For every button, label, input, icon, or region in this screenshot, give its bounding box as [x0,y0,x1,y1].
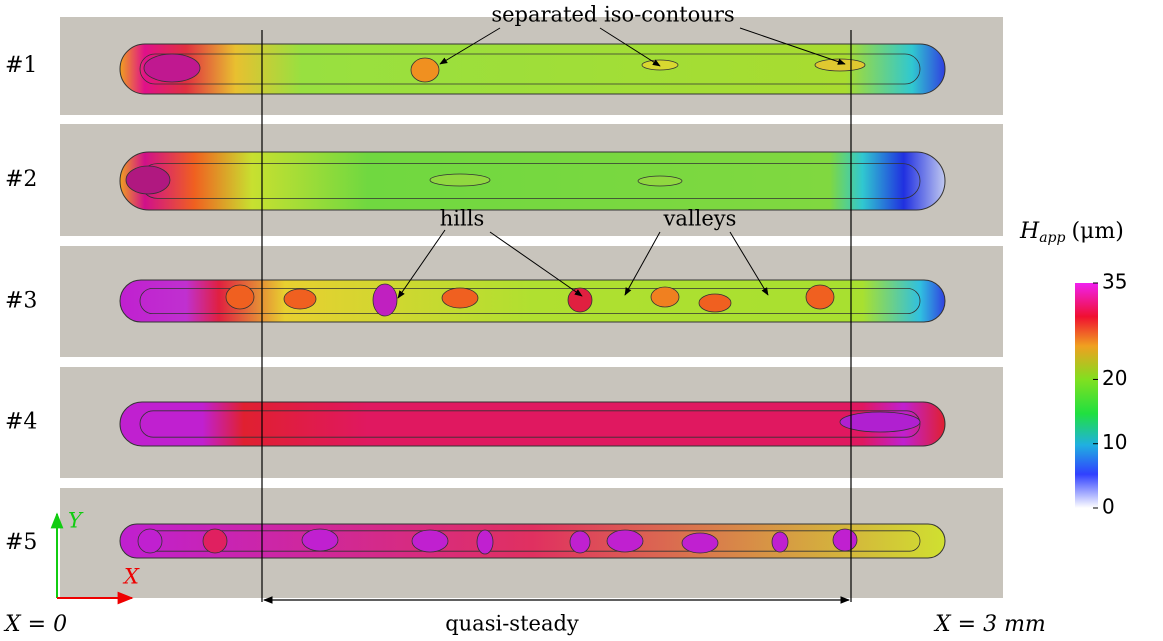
contour-spot [637,175,683,187]
contour-spot [410,57,440,83]
contour-spot [650,286,680,308]
track [119,401,946,447]
annotation-arrows [397,27,846,299]
contour-spot [839,411,921,433]
subscript: app [1039,230,1065,246]
contour-spot [143,53,201,83]
annotation: valleys [663,207,737,231]
colorbar-tick-label: 10 [1102,430,1127,454]
track [119,43,946,95]
contour-spot [283,288,317,310]
panel-label: #4 [5,410,37,435]
colorbar [1075,283,1098,508]
track [119,151,946,211]
contour-spot [429,173,491,187]
contour-spot [805,284,835,310]
contour-spot [641,59,679,71]
panel-label: #1 [5,53,37,78]
panel-label: #3 [5,289,37,314]
unit: (μm) [1071,219,1123,244]
colorbar-title: Happ (μm) [1019,219,1124,246]
colorbar-tick-label: 0 [1102,495,1115,519]
annotation: X = 3 mm [933,612,1046,637]
contour-spot [569,530,591,554]
contour-spot [771,531,789,553]
panel-label: #2 [5,167,37,192]
contour-spot [698,293,732,313]
contour-spot [202,528,228,554]
annotation: hills [440,207,484,231]
track [119,279,946,323]
contour-spot [372,283,398,317]
colorbar-tick-label: 20 [1102,366,1127,390]
annotation: separated iso-contours [491,3,734,27]
contour [139,287,921,314]
contour-spot [832,528,858,552]
contour-spot [814,58,866,72]
contour-spot [137,528,163,554]
symbol: H [1019,219,1040,244]
annotation: X = 0 [3,612,67,637]
contour-spot [681,532,719,554]
contour-spot [225,284,255,310]
contour [139,53,921,85]
annotation: quasi-steady [445,612,579,636]
x-axis-label: X [122,565,140,589]
contour-spot [125,165,171,195]
panels: #1 #2 #3 #4 #5 [5,17,1003,598]
y-axis-label: Y [68,509,84,533]
contour-spot [441,287,479,309]
contour-spot [476,529,494,555]
colorbar-ticks: 0 10 20 35 [1093,270,1127,519]
track [119,523,946,559]
contour [139,410,921,438]
contour-spot [301,528,339,552]
contour-spot [606,529,644,553]
panel-label: #5 [5,530,37,555]
contour-spot [567,287,593,313]
colorbar-tick-label: 35 [1102,270,1127,294]
contour-spot [411,529,449,553]
